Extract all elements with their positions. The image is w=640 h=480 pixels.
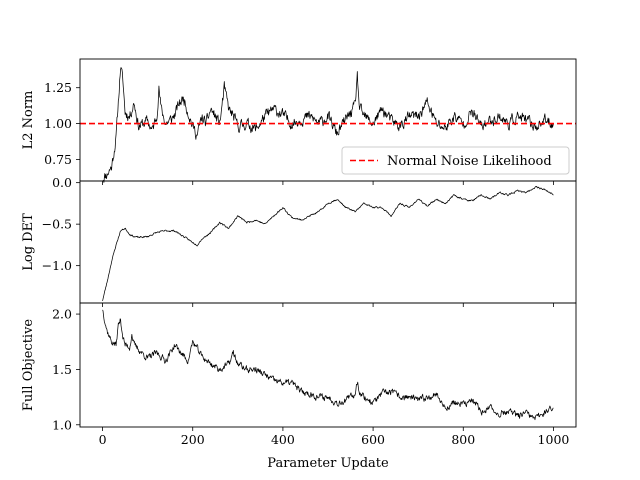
axes-frame: [79, 302, 577, 428]
series-line-1: [102, 67, 554, 183]
series-line-1: [102, 185, 554, 301]
y-tick-label: −0.5: [42, 217, 72, 232]
y-tick-label: 1.25: [44, 80, 72, 95]
y-tick-label: 0.75: [44, 152, 72, 167]
x-tick-label: 1000: [538, 432, 570, 447]
legend-box: [341, 146, 570, 175]
y-tick-label: 1.0: [52, 417, 72, 432]
panel-3: 1.0 1.5 2.0 0 200 400 600 800 1000 Full Objective: [21, 302, 577, 447]
y-axis-label: Full Objective: [21, 319, 36, 412]
x-tick-label: 0: [99, 432, 107, 447]
figure-xlabel: Parameter Update: [267, 456, 389, 471]
panel-1: 0.75 1.00 1.25 L2 Norm Normal Noise Likeliho…: [21, 58, 577, 185]
legend: Normal Noise Likelihood: [341, 146, 570, 175]
legend-label: Normal Noise Likelihood: [387, 154, 552, 169]
x-tick-label: 600: [361, 432, 385, 447]
x-tick-label: 200: [181, 432, 205, 447]
y-axis-label: Log DET: [21, 213, 36, 271]
x-tick-label: 400: [271, 432, 295, 447]
y-tick-label: 1.00: [44, 116, 72, 131]
y-tick-label: 1.5: [52, 362, 72, 377]
y-tick-label: 0.0: [52, 175, 72, 190]
y-axis-label: L2 Norm: [21, 91, 36, 150]
y-tick-label: −1.0: [42, 258, 72, 273]
y-tick-label: 2.0: [52, 307, 72, 322]
x-tick-label: 800: [451, 432, 475, 447]
series-line-1: [102, 309, 554, 421]
